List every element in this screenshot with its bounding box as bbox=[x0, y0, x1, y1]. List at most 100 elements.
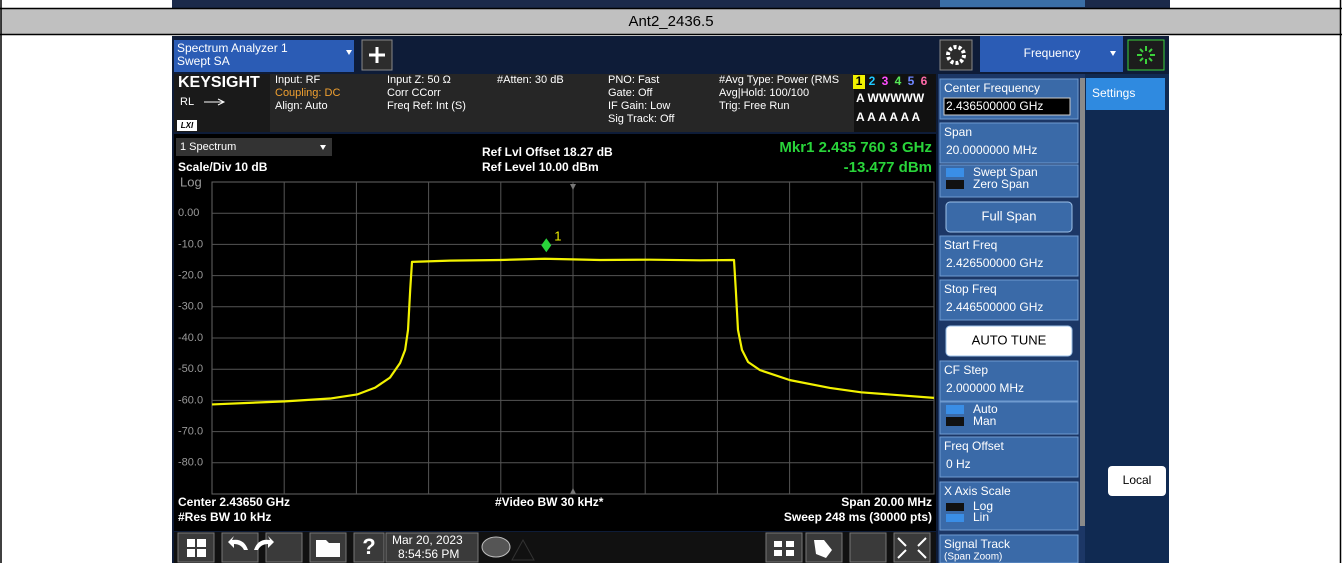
tile-icon bbox=[774, 541, 794, 556]
softkey-label: X Axis Scale bbox=[944, 484, 1011, 498]
menu-select[interactable] bbox=[980, 36, 1123, 72]
res-bw: #Res BW 10 kHz bbox=[178, 510, 271, 524]
dropdown-arrow bbox=[1110, 51, 1116, 56]
marker-label: 1 bbox=[554, 229, 561, 244]
softkey[interactable] bbox=[939, 235, 1079, 277]
scale-type: Log bbox=[180, 174, 202, 189]
chat-icon[interactable] bbox=[481, 536, 511, 558]
prev-strip bbox=[172, 0, 1170, 8]
toggle-indicator bbox=[946, 417, 964, 426]
warning-icon bbox=[511, 538, 535, 561]
softkeys: Center Frequency 2.436500000 GHz Span 20.00… bbox=[939, 78, 1152, 563]
coupling: Coupling: DC bbox=[275, 87, 340, 99]
window-button[interactable] bbox=[849, 532, 887, 563]
page-title: Ant2_2436.5 bbox=[628, 13, 713, 30]
clock bbox=[385, 532, 479, 563]
toggle-label: Auto bbox=[973, 402, 998, 416]
brand: KEYSIGHT bbox=[178, 74, 260, 91]
app-mode: Swept SA bbox=[177, 54, 230, 68]
dropdown-arrow bbox=[346, 50, 352, 55]
window-select[interactable] bbox=[176, 138, 332, 156]
span: Span 20.00 MHz bbox=[841, 495, 932, 509]
spinner-icon bbox=[1137, 46, 1155, 64]
busy-indicator bbox=[1127, 39, 1165, 71]
trace-number: 5 bbox=[908, 74, 915, 88]
y-tick-label: -40.0 bbox=[178, 332, 203, 344]
local-button[interactable] bbox=[1108, 466, 1166, 496]
input-z: Input Z: 50 Ω bbox=[387, 74, 451, 86]
ref-offset: Ref Lvl Offset 18.27 dB bbox=[482, 145, 613, 159]
pno: PNO: Fast bbox=[608, 74, 659, 86]
undo-button[interactable] bbox=[221, 532, 259, 563]
softkey-label: Freq Offset bbox=[944, 439, 1004, 453]
trace-number: 4 bbox=[895, 74, 902, 88]
avg-type: #Avg Type: Power (RMS bbox=[719, 74, 839, 86]
toggle-label: Swept Span bbox=[973, 165, 1038, 179]
trace-1-box bbox=[853, 75, 865, 89]
scale-label: Scale/Div 10 dB bbox=[178, 160, 268, 174]
settings-tab[interactable] bbox=[1086, 78, 1165, 110]
menu-label: Frequency bbox=[1024, 46, 1081, 60]
trig: Trig: Free Run bbox=[719, 100, 790, 112]
toggle-indicator bbox=[946, 503, 964, 511]
softkey-value: 20.0000000 MHz bbox=[946, 143, 1037, 157]
lxi: LXI bbox=[181, 121, 194, 130]
button[interactable] bbox=[945, 325, 1073, 357]
taskbar-icons: ? bbox=[187, 534, 927, 559]
y-tick-label: 0.00 bbox=[178, 207, 199, 219]
redo-icon bbox=[254, 536, 274, 550]
settings-tab-label: Settings bbox=[1092, 86, 1135, 100]
touch-icon bbox=[814, 540, 832, 558]
softkey[interactable] bbox=[939, 122, 1079, 164]
trace-box bbox=[854, 74, 936, 132]
softkey-label: CF Step bbox=[944, 363, 988, 377]
y-tick-label: -70.0 bbox=[178, 426, 203, 438]
align: Align: Auto bbox=[275, 100, 328, 112]
redo-button[interactable] bbox=[265, 532, 303, 563]
info-bar bbox=[174, 74, 936, 132]
value-field bbox=[943, 97, 1071, 116]
softkey[interactable] bbox=[939, 534, 1079, 563]
softkey[interactable] bbox=[939, 436, 1079, 478]
gear-icon bbox=[946, 45, 966, 65]
softkey-value: 2.436500000 GHz bbox=[946, 99, 1043, 113]
video-bw: #Video BW 30 kHz* bbox=[495, 495, 604, 509]
tile-button[interactable] bbox=[765, 532, 803, 563]
trace-number: 1 bbox=[856, 74, 863, 88]
button[interactable] bbox=[945, 201, 1073, 233]
toggle-indicator bbox=[946, 180, 964, 189]
rl: RL bbox=[180, 96, 194, 108]
softkey-label: Span bbox=[944, 125, 972, 139]
sweep: Sweep 248 ms (30000 pts) bbox=[784, 510, 932, 524]
softkey[interactable] bbox=[939, 360, 1079, 402]
toggle-label: Man bbox=[973, 414, 996, 428]
app-name: Spectrum Analyzer 1 bbox=[177, 41, 288, 55]
button-label: AUTO TUNE bbox=[972, 332, 1047, 347]
help-button[interactable] bbox=[353, 532, 385, 563]
time: 8:54:56 PM bbox=[398, 547, 459, 561]
undo-icon bbox=[228, 536, 248, 550]
sig-track: Sig Track: Off bbox=[608, 113, 675, 125]
button-label: Full Span bbox=[982, 208, 1037, 223]
marker-readout: Mkr1 2.435 760 3 GHz bbox=[779, 139, 932, 156]
softkey[interactable] bbox=[939, 279, 1079, 321]
softkey-value: 2.446500000 GHz bbox=[946, 300, 1043, 314]
input: Input: RF bbox=[275, 74, 321, 86]
softkey-value: 2.426500000 GHz bbox=[946, 256, 1043, 270]
windows-button[interactable] bbox=[177, 532, 215, 563]
if-gain: IF Gain: Low bbox=[608, 100, 670, 112]
freq-ref: Freq Ref: Int (S) bbox=[387, 100, 466, 112]
softkey-label: Signal Track bbox=[944, 537, 1011, 551]
local-label: Local bbox=[1123, 473, 1152, 487]
app-tab[interactable] bbox=[174, 40, 354, 72]
prev-strip-panel bbox=[940, 0, 1085, 7]
marker-value: -13.477 dBm bbox=[844, 159, 932, 176]
toggle-label: Zero Span bbox=[973, 177, 1029, 191]
corr: Corr CCorr bbox=[387, 87, 441, 99]
trace-detectors: A A A A A A bbox=[856, 110, 921, 124]
windows-icon bbox=[187, 539, 206, 557]
trace-number: 2 bbox=[869, 74, 876, 88]
y-tick-label: -10.0 bbox=[178, 238, 203, 250]
y-tick-label: -60.0 bbox=[178, 394, 203, 406]
